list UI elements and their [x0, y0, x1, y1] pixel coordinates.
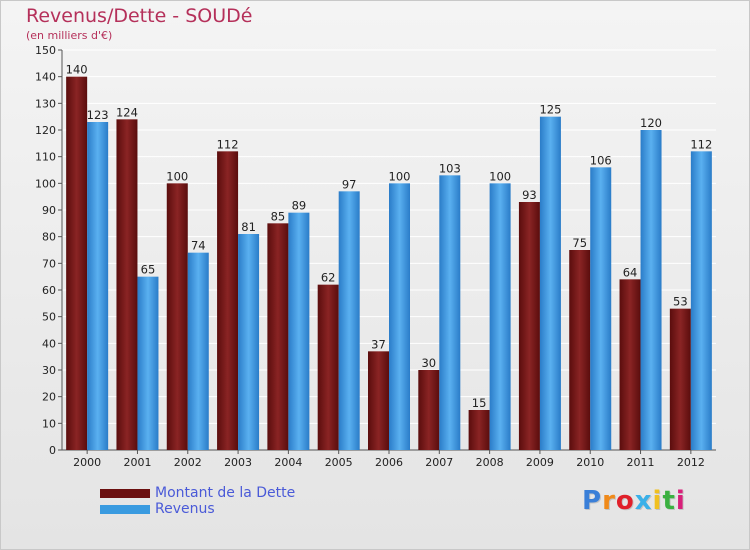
logo-letter: o	[615, 486, 635, 516]
y-tick-label: 120	[35, 124, 56, 137]
bar-debt	[619, 279, 641, 450]
value-label-revenue: 100	[489, 169, 511, 183]
bar-debt	[669, 308, 691, 450]
logo-letter: i	[675, 486, 686, 516]
y-tick-label: 140	[35, 71, 56, 84]
value-label-revenue: 97	[342, 177, 357, 191]
value-label-revenue: 123	[87, 108, 109, 122]
bars	[66, 76, 712, 451]
x-tick-label: 2001	[123, 456, 151, 469]
y-tick-label: 80	[42, 231, 56, 244]
x-tick-label: 2011	[627, 456, 655, 469]
bar-revenue	[489, 183, 511, 451]
bar-revenue	[288, 212, 310, 450]
bar-revenue	[338, 191, 360, 451]
chart-subtitle: (en milliers d'€)	[26, 29, 113, 42]
value-label-debt: 85	[271, 209, 286, 223]
value-label-debt: 112	[217, 137, 239, 151]
y-tick-label: 0	[49, 444, 56, 457]
bar-debt	[518, 202, 540, 450]
value-label-debt: 64	[623, 265, 638, 279]
value-label-revenue: 81	[241, 220, 256, 234]
y-tick-label: 10	[42, 417, 56, 430]
bar-debt	[418, 370, 440, 450]
x-tick-label: 2009	[526, 456, 554, 469]
x-tick-label: 2002	[174, 456, 202, 469]
value-label-debt: 93	[522, 188, 537, 202]
y-tick-label: 20	[42, 391, 56, 404]
y-tick-label: 110	[35, 151, 56, 164]
bar-revenue	[389, 183, 410, 451]
value-label-debt: 62	[321, 271, 336, 285]
logo-letter: t	[662, 486, 676, 516]
logo-letter: i	[652, 486, 663, 516]
bar-debt	[66, 76, 88, 451]
value-label-revenue: 125	[539, 103, 561, 117]
proxiti-logo: Proxiti	[582, 486, 686, 516]
logo-letter: r	[602, 486, 616, 516]
bar-revenue	[238, 234, 260, 450]
bar-revenue	[640, 130, 662, 450]
x-tick-label: 2007	[425, 456, 453, 469]
y-tick-label: 30	[42, 364, 56, 377]
logo-letter: P	[582, 486, 603, 516]
axes: 0 10 20 30 40 50 60 70 80 90 100 110 120 130 140 150 200…	[35, 44, 716, 469]
value-label-revenue: 65	[141, 263, 156, 277]
value-label-revenue: 100	[389, 169, 411, 183]
value-label-debt: 53	[673, 295, 688, 309]
legend-label-revenue: Revenus	[155, 501, 215, 517]
bar-revenue	[137, 276, 159, 450]
y-tick-label: 60	[42, 284, 56, 297]
legend-swatch-debt	[100, 489, 150, 498]
value-label-debt: 15	[472, 396, 487, 410]
y-tick-label: 100	[35, 177, 56, 190]
y-tick-label: 150	[35, 44, 56, 57]
bar-debt	[267, 223, 289, 450]
bar-revenue	[690, 151, 712, 451]
bar-revenue	[539, 116, 561, 451]
value-label-debt: 37	[371, 337, 386, 351]
x-tick-label: 2005	[325, 456, 353, 469]
value-label-debt: 140	[66, 63, 88, 77]
value-label-revenue: 74	[191, 239, 206, 253]
legend-swatch-revenue	[100, 505, 150, 514]
x-tick-label: 2012	[677, 456, 705, 469]
bar-debt	[569, 250, 591, 450]
value-label-revenue: 120	[640, 116, 662, 130]
bar-revenue	[87, 122, 109, 450]
bar-revenue	[590, 167, 612, 451]
value-label-debt: 30	[421, 356, 436, 370]
y-tick-label: 130	[35, 97, 56, 110]
x-tick-label: 2003	[224, 456, 252, 469]
value-labels: 140 123 124 65 100 74 112 81 85 89 62 97 37 100 30 103 1…	[66, 63, 713, 410]
x-tick-label: 2008	[476, 456, 504, 469]
y-tick-label: 90	[42, 204, 56, 217]
value-label-debt: 124	[116, 105, 138, 119]
bar-debt	[317, 284, 339, 450]
bar-debt	[368, 351, 389, 450]
chart-title: Revenus/Dette - SOUDé	[26, 5, 253, 27]
bar-revenue	[439, 175, 461, 451]
x-tick-label: 2004	[274, 456, 302, 469]
bar-debt	[166, 183, 188, 451]
bar-debt	[217, 151, 239, 451]
value-label-revenue: 89	[292, 199, 307, 213]
y-tick-label: 70	[42, 257, 56, 270]
x-tick-label: 2000	[73, 456, 101, 469]
y-tick-label: 40	[42, 337, 56, 350]
legend-label-debt: Montant de la Dette	[155, 485, 296, 501]
value-label-debt: 75	[572, 236, 587, 250]
bar-revenue	[187, 252, 209, 450]
x-tick-label: 2006	[375, 456, 403, 469]
bar-debt	[468, 410, 490, 450]
logo-letter: x	[634, 486, 653, 516]
bar-debt	[116, 119, 138, 450]
value-label-debt: 100	[166, 169, 188, 183]
value-label-revenue: 112	[690, 137, 712, 151]
y-tick-label: 50	[42, 311, 56, 324]
value-label-revenue: 103	[439, 161, 461, 175]
x-tick-label: 2010	[576, 456, 604, 469]
value-label-revenue: 106	[590, 153, 612, 167]
